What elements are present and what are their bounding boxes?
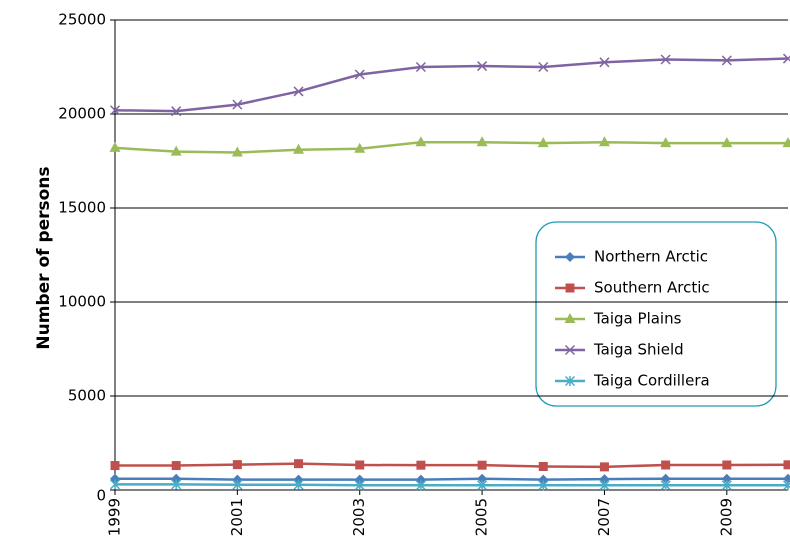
- marker: [538, 480, 549, 491]
- series-line: [115, 477, 788, 481]
- marker: [538, 61, 549, 73]
- marker: [661, 460, 671, 470]
- y-axis-label: Number of persons: [34, 166, 54, 349]
- marker: [294, 459, 304, 469]
- legend-label: Taiga Plains: [593, 310, 682, 328]
- x-tick-label: 2003: [350, 498, 368, 536]
- marker: [565, 283, 575, 293]
- x-tick-label: 2009: [717, 498, 735, 536]
- marker: [477, 473, 488, 484]
- marker: [354, 69, 365, 80]
- y-tick-label: 15000: [58, 199, 106, 217]
- marker: [232, 99, 243, 110]
- marker: [782, 480, 790, 491]
- legend-box: [535, 221, 777, 407]
- marker: [476, 136, 488, 147]
- marker: [171, 461, 181, 471]
- marker: [721, 137, 733, 148]
- y-tick-label: 0: [96, 487, 106, 505]
- marker: [599, 57, 610, 68]
- legend-label: Southern Arctic: [594, 279, 710, 297]
- marker: [477, 61, 488, 72]
- x-tick-label: 1999: [106, 498, 124, 536]
- y-tick-label: 25000: [58, 11, 106, 29]
- x-tick-label: 2005: [473, 498, 491, 536]
- marker: [599, 462, 609, 472]
- series-line: [114, 140, 788, 154]
- marker: [293, 143, 305, 154]
- y-tick-label: 20000: [58, 105, 106, 123]
- marker: [782, 137, 790, 148]
- marker: [232, 460, 242, 470]
- y-tick-label: 10000: [58, 293, 106, 311]
- marker: [293, 479, 304, 490]
- legend-label: Northern Arctic: [594, 248, 708, 266]
- marker: [565, 252, 575, 262]
- marker: [564, 344, 576, 356]
- marker: [171, 106, 182, 117]
- series-line: [114, 57, 789, 113]
- y-tick-label: 5000: [68, 387, 106, 405]
- marker: [721, 473, 732, 484]
- marker: [564, 375, 576, 387]
- marker: [355, 460, 365, 470]
- series-line: [115, 483, 788, 487]
- legend-label: Taiga Cordillera: [593, 372, 710, 390]
- marker: [660, 480, 671, 491]
- series-line: [115, 462, 789, 469]
- marker: [415, 480, 426, 491]
- marker: [293, 86, 304, 97]
- marker: [537, 137, 549, 148]
- marker: [354, 142, 366, 153]
- marker: [660, 473, 671, 484]
- marker: [171, 479, 182, 490]
- marker: [109, 141, 121, 152]
- marker: [415, 61, 426, 73]
- marker: [721, 55, 732, 66]
- marker: [599, 480, 610, 491]
- marker: [538, 462, 548, 471]
- marker: [598, 136, 610, 147]
- marker: [660, 137, 672, 148]
- marker: [110, 461, 120, 471]
- marker: [109, 105, 121, 116]
- marker: [170, 145, 182, 156]
- x-tick-label: 2001: [228, 498, 246, 536]
- marker: [564, 313, 576, 323]
- marker: [783, 460, 790, 470]
- marker: [477, 460, 487, 470]
- marker: [721, 480, 732, 491]
- marker: [416, 460, 426, 470]
- marker: [415, 136, 427, 147]
- marker: [660, 54, 671, 65]
- x-tick-label: 2007: [595, 498, 613, 536]
- marker: [354, 480, 365, 491]
- marker: [231, 146, 243, 157]
- marker: [782, 53, 790, 64]
- marker: [109, 479, 121, 490]
- marker: [722, 460, 732, 470]
- marker: [599, 474, 610, 485]
- marker: [232, 479, 243, 490]
- legend-label: Taiga Shield: [593, 341, 684, 359]
- marker: [477, 480, 488, 491]
